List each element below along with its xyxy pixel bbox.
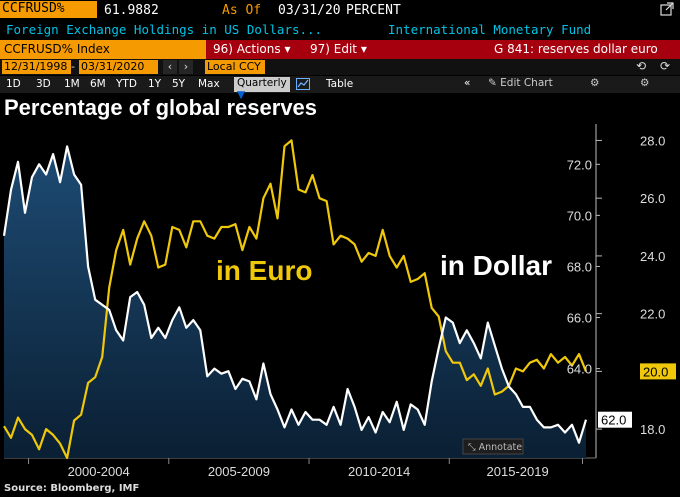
period-bar: 1D 3D 1M 6M YTD 1Y 5Y Max Quarterly ▼ Ta… (0, 76, 680, 101)
x-tick-label: 2005-2009 (208, 464, 270, 479)
dollar-series-line (2, 145, 588, 444)
series-description: Foreign Exchange Holdings in US Dollars.… (6, 22, 323, 37)
series-lines (2, 139, 588, 460)
chevron-down-icon: ▾ (360, 42, 367, 56)
dollar-annotation: in Dollar (440, 250, 552, 281)
collapse-icon[interactable]: « (464, 77, 471, 89)
quote-header: CCFRUSD% 61.9882 As Of 03/31/20 PERCENT (0, 0, 680, 20)
euro-last-value: 20.0 (643, 364, 668, 379)
right-y-tick-label: 22.0 (640, 307, 665, 322)
euro-annotation: in Euro (216, 255, 312, 286)
redo-icon[interactable]: ⟳ (660, 59, 671, 73)
line-chart-icon[interactable] (296, 78, 310, 93)
annotate-label: ⤡ Annotate (468, 442, 522, 453)
period-6m[interactable]: 6M (90, 78, 106, 90)
annotate-button[interactable]: ⤡ Annotate (462, 438, 524, 455)
chart-area: Percentage of global reserves 2000-2004 2… (2, 95, 676, 494)
asof-date: 03/31/20 (278, 3, 341, 18)
current-value: 61.9882 (104, 3, 159, 18)
settings-icon[interactable]: ⚙ (590, 77, 600, 89)
wrench-icon: ✎ (488, 77, 497, 89)
actions-menu[interactable]: 96) Actions ▾ (213, 42, 291, 56)
undo-icon[interactable]: ⟲ (636, 59, 647, 73)
left-y-tick-label: 66.0 (567, 311, 592, 326)
right-y-tick-label: 26.0 (640, 191, 665, 206)
ticker-label[interactable]: CCFRUSD% (0, 1, 97, 18)
edit-chart-button[interactable]: ✎ Edit Chart (488, 77, 553, 89)
right-y-tick-label: 18.0 (640, 422, 665, 437)
table-button[interactable]: Table (326, 78, 354, 90)
period-max[interactable]: Max (198, 78, 220, 90)
external-link-icon[interactable] (660, 2, 674, 20)
dollar-area-fill (4, 146, 586, 458)
asof-label: As Of (222, 3, 262, 18)
currency-select[interactable]: Local CCY (205, 60, 265, 74)
security-field[interactable]: CCFRUSD% Index (0, 40, 206, 59)
previous-arrow-icon[interactable]: ‹ (163, 60, 177, 74)
command-bar: CCFRUSD% Index 96) Actions ▾ 97) Edit ▾ … (0, 40, 680, 59)
source-organization: International Monetary Fund (388, 22, 592, 37)
period-1d[interactable]: 1D (6, 78, 21, 90)
description-bar: Foreign Exchange Holdings in US Dollars.… (0, 20, 680, 39)
period-1m[interactable]: 1M (64, 78, 80, 90)
edit-menu[interactable]: 97) Edit ▾ (310, 42, 367, 56)
period-5y[interactable]: 5Y (172, 78, 186, 90)
function-title: G 841: reserves dollar euro (494, 42, 658, 56)
left-y-tick-label: 70.0 (567, 208, 592, 223)
x-tick-label: 2000-2004 (68, 464, 130, 479)
chevron-down-icon: ▾ (284, 42, 291, 56)
dollar-area (4, 146, 586, 458)
period-ytd[interactable]: YTD (116, 78, 137, 90)
euro-series-line (3, 139, 588, 460)
dollar-last-value-badge (598, 411, 632, 428)
frequency-select[interactable]: Quarterly ▼ (234, 77, 290, 101)
chart-source: Source: Bloomberg, IMF (4, 483, 139, 494)
left-y-tick-label: 64.0 (567, 362, 592, 377)
date-separator: - (71, 60, 75, 73)
x-tick-label: 2015-2019 (487, 464, 549, 479)
date-range-bar: 12/31/1998 - 03/31/2020 ‹ › Local CCY ⟲ … (0, 59, 680, 75)
dollar-last-value: 62.0 (601, 413, 626, 428)
start-date-input[interactable]: 12/31/1998 (2, 60, 71, 74)
end-date-input[interactable]: 03/31/2020 (79, 60, 158, 74)
y-axis-labels: 64.0 66.0 68.0 70.0 72.0 18.0 20.0 22.0 24.0 26.0… (567, 133, 676, 437)
right-y-tick-label: 28.0 (640, 133, 665, 148)
left-y-tick-label: 72.0 (567, 157, 592, 172)
gear-icon[interactable]: ⚙ (640, 77, 650, 89)
x-axis-ticks: 2000-2004 2005-2009 2010-2014 2015-2019 (28, 458, 583, 479)
period-3d[interactable]: 3D (36, 78, 51, 90)
unit-label: PERCENT (346, 3, 401, 18)
right-y-tick-label: 24.0 (640, 249, 665, 264)
chart-title: Percentage of global reserves (4, 95, 317, 120)
next-arrow-icon[interactable]: › (179, 60, 193, 74)
x-tick-label: 2010-2014 (348, 464, 410, 479)
chevron-down-icon: ▼ (237, 89, 246, 101)
period-1y[interactable]: 1Y (148, 78, 162, 90)
left-y-tick-label: 68.0 (567, 259, 592, 274)
euro-last-value-badge (640, 363, 676, 380)
